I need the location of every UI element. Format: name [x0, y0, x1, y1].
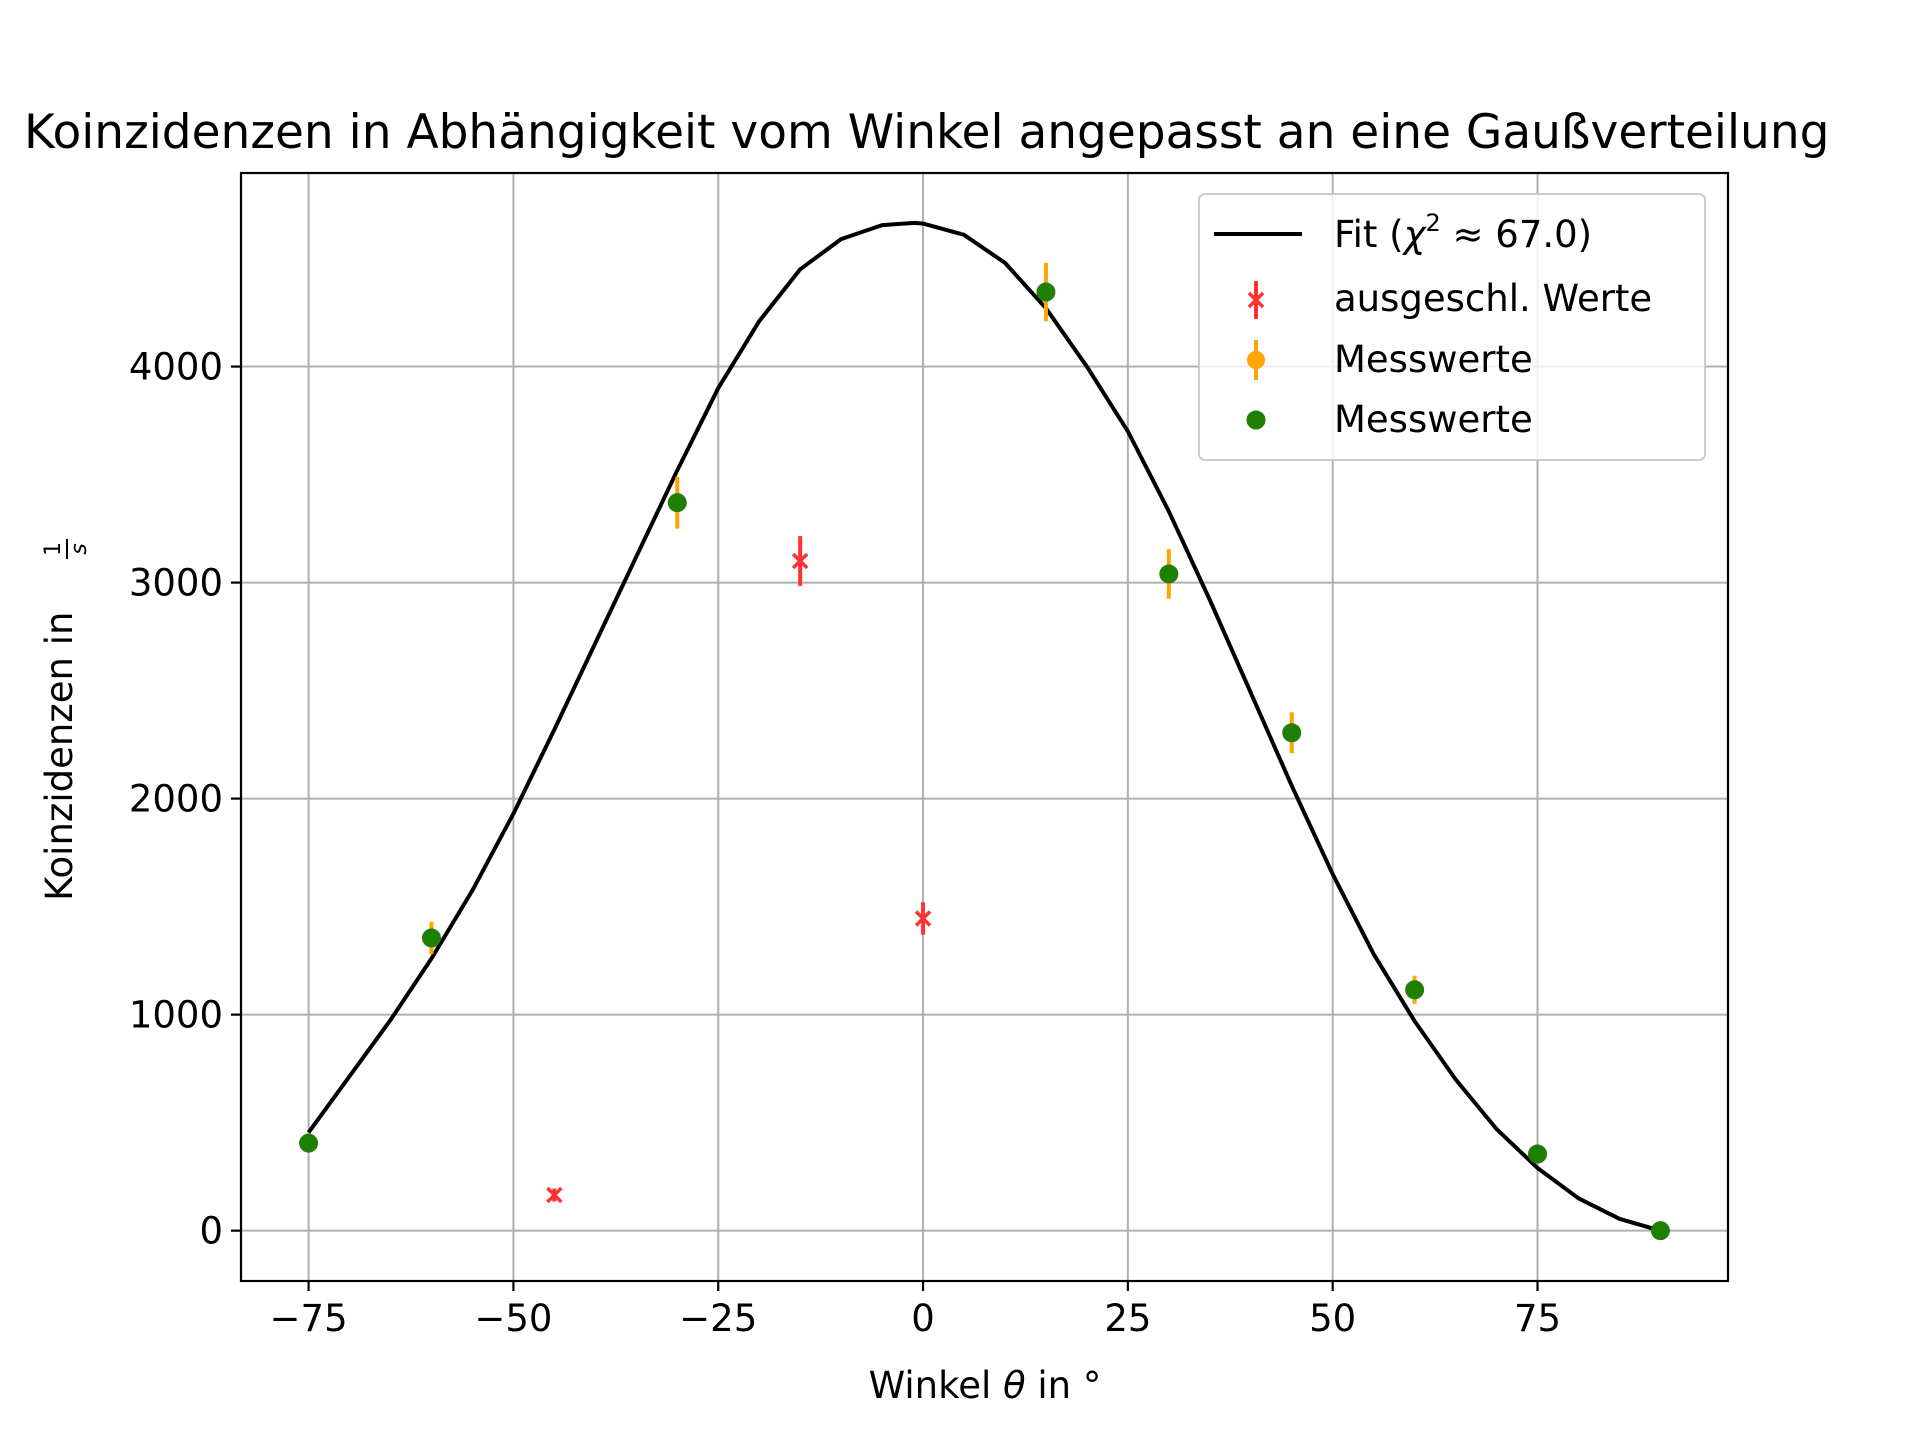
measured-green-point: [299, 1133, 319, 1153]
legend-label-excluded: ausgeschl. Werte: [1334, 277, 1652, 320]
excluded-point: [791, 536, 809, 586]
excluded-point: [914, 902, 932, 935]
legend-excluded-x: [1247, 291, 1265, 309]
legend-marker-measured-orange: [1247, 340, 1265, 380]
y-tick-label: 0: [199, 1210, 223, 1253]
excluded-marker: [914, 910, 932, 927]
measured-green-point: [1036, 282, 1056, 302]
x-axis-ticks: −75 −50 −25 0 25 50 75: [270, 1281, 1561, 1340]
x-tick-label: 75: [1514, 1297, 1561, 1340]
y-axis-label-text: Koinzidenzen in XX: [38, 549, 81, 901]
legend-marker-measured-green: [1246, 410, 1266, 430]
legend-fit-chi: χ: [1402, 213, 1428, 256]
legend-label-measured-green: Messwerte: [1334, 398, 1533, 441]
y-axis-ticks: 0 1000 2000 3000 4000: [129, 346, 241, 1253]
y-tick-label: 2000: [129, 778, 223, 821]
excluded-marker: [546, 1186, 563, 1204]
measured-green-point: [1282, 723, 1302, 743]
x-tick-label: 0: [911, 1297, 935, 1340]
x-axis-label-prefix: Winkel: [869, 1364, 1003, 1407]
measured-green-point: [1528, 1144, 1548, 1164]
measured-green-point: [667, 493, 687, 513]
measured-green-point: [1405, 980, 1425, 1000]
chart-title: Koinzidenzen in Abhängigkeit vom Winkel …: [24, 105, 1829, 160]
legend-fit-prefix: Fit (: [1334, 213, 1404, 256]
fit-curve: [306, 220, 1661, 1233]
legend-fit-suffix: ≈ 67.0): [1441, 213, 1592, 256]
y-axis-label-frac-den: s: [67, 543, 92, 554]
y-axis-label-frac-num: 1: [41, 542, 66, 556]
legend-green-dot: [1246, 410, 1266, 430]
y-axis-label: Koinzidenzen in XX 1 s: [38, 539, 92, 901]
excluded-point: [546, 1186, 563, 1204]
x-tick-label: 25: [1104, 1297, 1151, 1340]
legend-orange-dot: [1247, 351, 1265, 369]
excluded-marker: [791, 552, 809, 570]
x-axis-label: Winkel θ in °: [869, 1364, 1102, 1407]
measured-green-point: [1159, 564, 1179, 584]
y-tick-label: 1000: [129, 994, 223, 1037]
legend-box: [1198, 193, 1706, 461]
y-tick-label: 3000: [129, 562, 223, 605]
x-axis-label-suffix: in °: [1026, 1364, 1102, 1407]
x-axis-label-symbol: θ: [1003, 1364, 1026, 1407]
y-axis-label-main: Koinzidenzen in: [38, 600, 81, 901]
legend: Fit (χ2 ≈ 67.0) ausgeschl. Werte Messwer…: [1198, 193, 1706, 461]
legend-marker-excluded: [1247, 281, 1265, 319]
x-tick-label: −75: [270, 1297, 348, 1340]
axes-frame: [239, 171, 1730, 1283]
legend-fit-sup: 2: [1425, 209, 1440, 237]
legend-label-measured-orange: Messwerte: [1334, 338, 1533, 381]
legend-fit-label: Fit (χ2 ≈ 67.0): [1334, 209, 1592, 256]
x-tick-label: −50: [474, 1297, 552, 1340]
x-tick-label: −25: [679, 1297, 757, 1340]
plot-area: [299, 220, 1670, 1241]
measured-green-point: [1650, 1221, 1670, 1241]
measured-green-point: [421, 928, 441, 948]
x-tick-label: 50: [1309, 1297, 1356, 1340]
y-tick-label: 4000: [129, 346, 223, 389]
